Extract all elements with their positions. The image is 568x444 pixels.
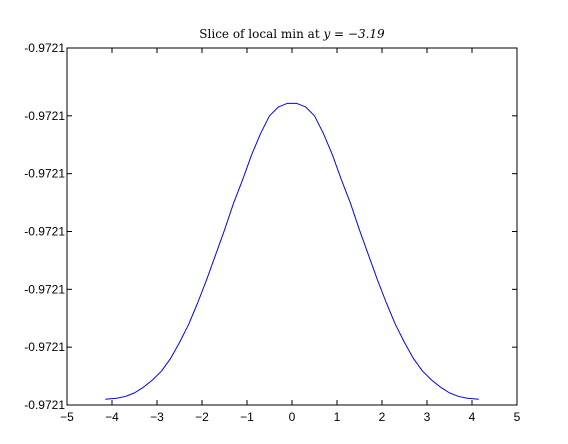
plot-area-frame <box>66 47 518 406</box>
x-tick-label: −1 <box>240 410 254 424</box>
x-tick-label: 5 <box>514 410 521 424</box>
title-value: −3.19 <box>348 27 385 41</box>
y-tick-label: -0.9721 <box>24 398 65 412</box>
x-tick-label: −5 <box>60 410 74 424</box>
x-tick-label: −4 <box>105 410 119 424</box>
x-tick-label: 3 <box>424 410 431 424</box>
x-tick-label: 4 <box>469 410 476 424</box>
title-equals: = <box>330 27 348 41</box>
y-tick-label: -0.9721 <box>24 109 65 123</box>
x-tick-label: −2 <box>195 410 209 424</box>
title-variable: y <box>322 27 330 41</box>
chart-title: Slice of local min at y = −3.19 <box>199 27 385 41</box>
title-prefix: Slice of local min at <box>199 27 323 41</box>
series-line <box>105 102 479 400</box>
series-layer <box>105 102 479 400</box>
x-tick-label: 1 <box>334 410 341 424</box>
y-tick-label: -0.9721 <box>24 167 65 181</box>
x-tick-label: 2 <box>379 410 386 424</box>
x-tick-label: −3 <box>150 410 164 424</box>
y-tick-label: -0.9721 <box>24 41 65 55</box>
y-axis: -0.9721 -0.9721 -0.9721 -0.9721 -0.9721 -0.97… <box>24 41 517 412</box>
x-tick-label: 0 <box>289 410 296 424</box>
y-tick-label: -0.9721 <box>24 224 65 238</box>
x-axis: −5 −4 −3 −2 −1 0 1 2 3 4 5 <box>60 48 521 424</box>
y-tick-label: -0.9721 <box>24 282 65 296</box>
y-tick-label: -0.9721 <box>24 340 65 354</box>
